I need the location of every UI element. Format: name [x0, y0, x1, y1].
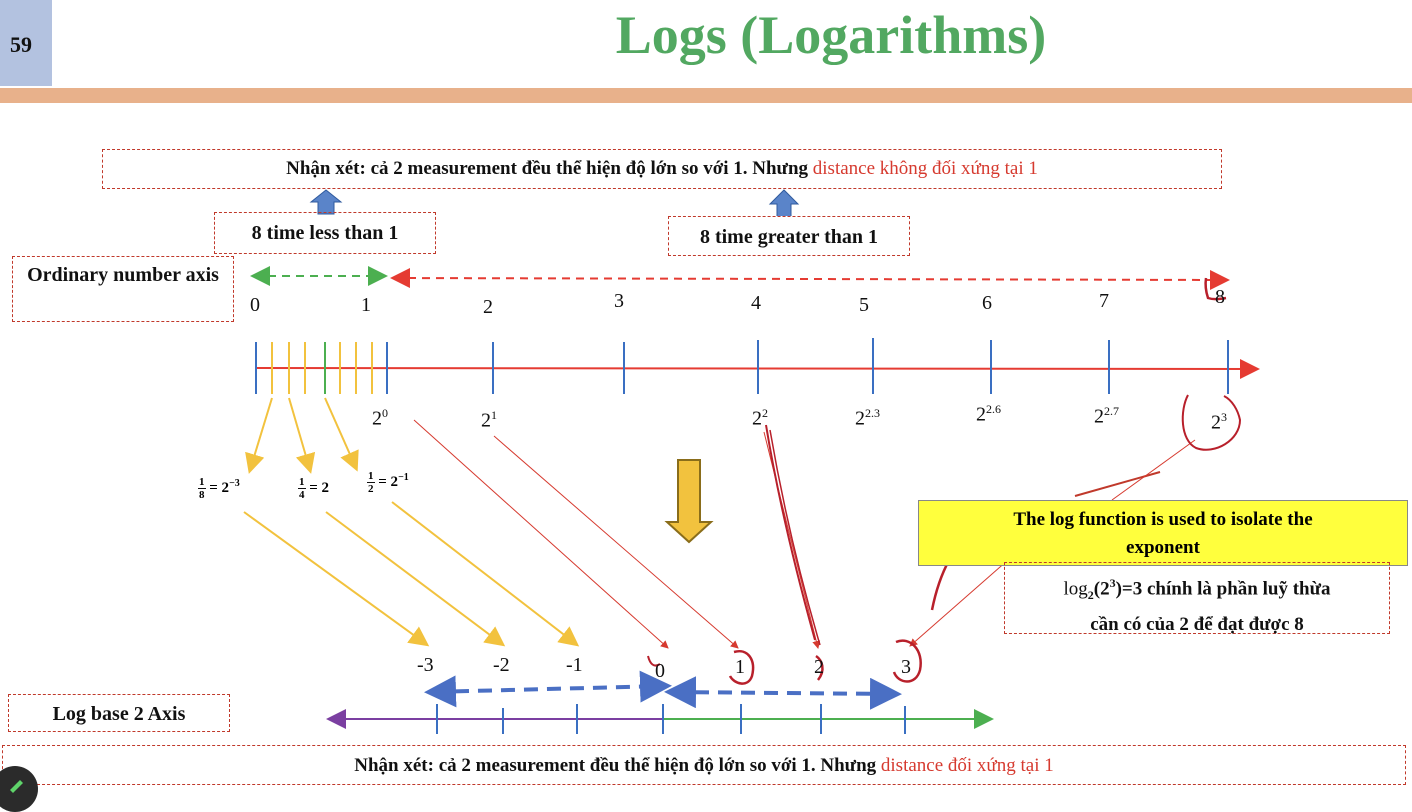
- slide-number-badge: 59: [0, 0, 52, 86]
- power-label: 20: [372, 406, 388, 430]
- top-note-highlight: distance không đối xứng tại 1: [812, 158, 1038, 179]
- log-tick-label: 3: [901, 656, 911, 678]
- bottom-note-text: Nhận xét: cả 2 measurement đều thể hiện …: [354, 755, 881, 776]
- top-observation-note: Nhận xét: cả 2 measurement đều thể hiện …: [102, 149, 1222, 189]
- bottom-note-highlight: distance đối xứng tại 1: [880, 755, 1054, 776]
- power-label: 22.3: [855, 406, 880, 430]
- top-note-text: Nhận xét: cả 2 measurement đều thể hiện …: [286, 158, 813, 179]
- greater-than-box: 8 time greater than 1: [668, 216, 910, 256]
- tick-label: 7: [1099, 290, 1109, 312]
- log-tick-label: 2: [814, 656, 824, 678]
- positive-distance-arrow: [664, 676, 902, 710]
- diagram-canvas: [243, 189, 1260, 734]
- power-label: 22.7: [1094, 404, 1119, 428]
- negative-distance-arrow: [424, 670, 672, 708]
- tick-label: 4: [751, 292, 761, 314]
- log-tick-label: -3: [417, 654, 434, 676]
- slide-number: 59: [10, 32, 32, 57]
- power-label: 21: [481, 408, 497, 432]
- log-function-callout: The log function is used to isolate the …: [918, 500, 1408, 566]
- log-tick-label: -2: [493, 654, 510, 676]
- greater-distance-arrow: [390, 268, 1230, 290]
- log-tick-label: 1: [735, 656, 745, 678]
- log-callout-line2: exponent: [1126, 537, 1200, 558]
- log-axis-label: Log base 2 Axis: [8, 694, 230, 732]
- log-tick-label: 0: [655, 660, 665, 682]
- log-callout-line1: The log function is used to isolate the: [1013, 509, 1313, 530]
- log-explanation-note: log2(23)=3 chính là phần luỹ thừa cần có…: [1004, 562, 1390, 635]
- tick-label: 8: [1215, 286, 1225, 308]
- power-label: 22: [752, 406, 768, 430]
- tick-label: 5: [859, 294, 869, 316]
- pencil-icon: [10, 780, 23, 793]
- ordinary-axis-label: Ordinary number axis: [12, 256, 234, 322]
- log-tick-label: -1: [566, 654, 583, 676]
- power-label: 23: [1211, 410, 1227, 434]
- tick-label: 6: [982, 292, 992, 314]
- less-than-box: 8 time less than 1: [214, 212, 436, 254]
- header-band: [0, 88, 1412, 103]
- tick-label: 1: [361, 294, 371, 316]
- power-label: 22.6: [976, 402, 1001, 426]
- tick-label: 0: [250, 294, 260, 316]
- down-arrow-icon: [664, 459, 714, 544]
- ordinary-axis-line: [254, 358, 1260, 379]
- bottom-observation-note: Nhận xét: cả 2 measurement đều thể hiện …: [2, 745, 1406, 785]
- up-arrow-icon: [309, 189, 343, 215]
- pen-tool-button[interactable]: [0, 766, 38, 812]
- tick-label: 2: [483, 296, 493, 318]
- slide-title: Logs (Logarithms): [615, 5, 1047, 65]
- tick-label: 3: [614, 290, 624, 312]
